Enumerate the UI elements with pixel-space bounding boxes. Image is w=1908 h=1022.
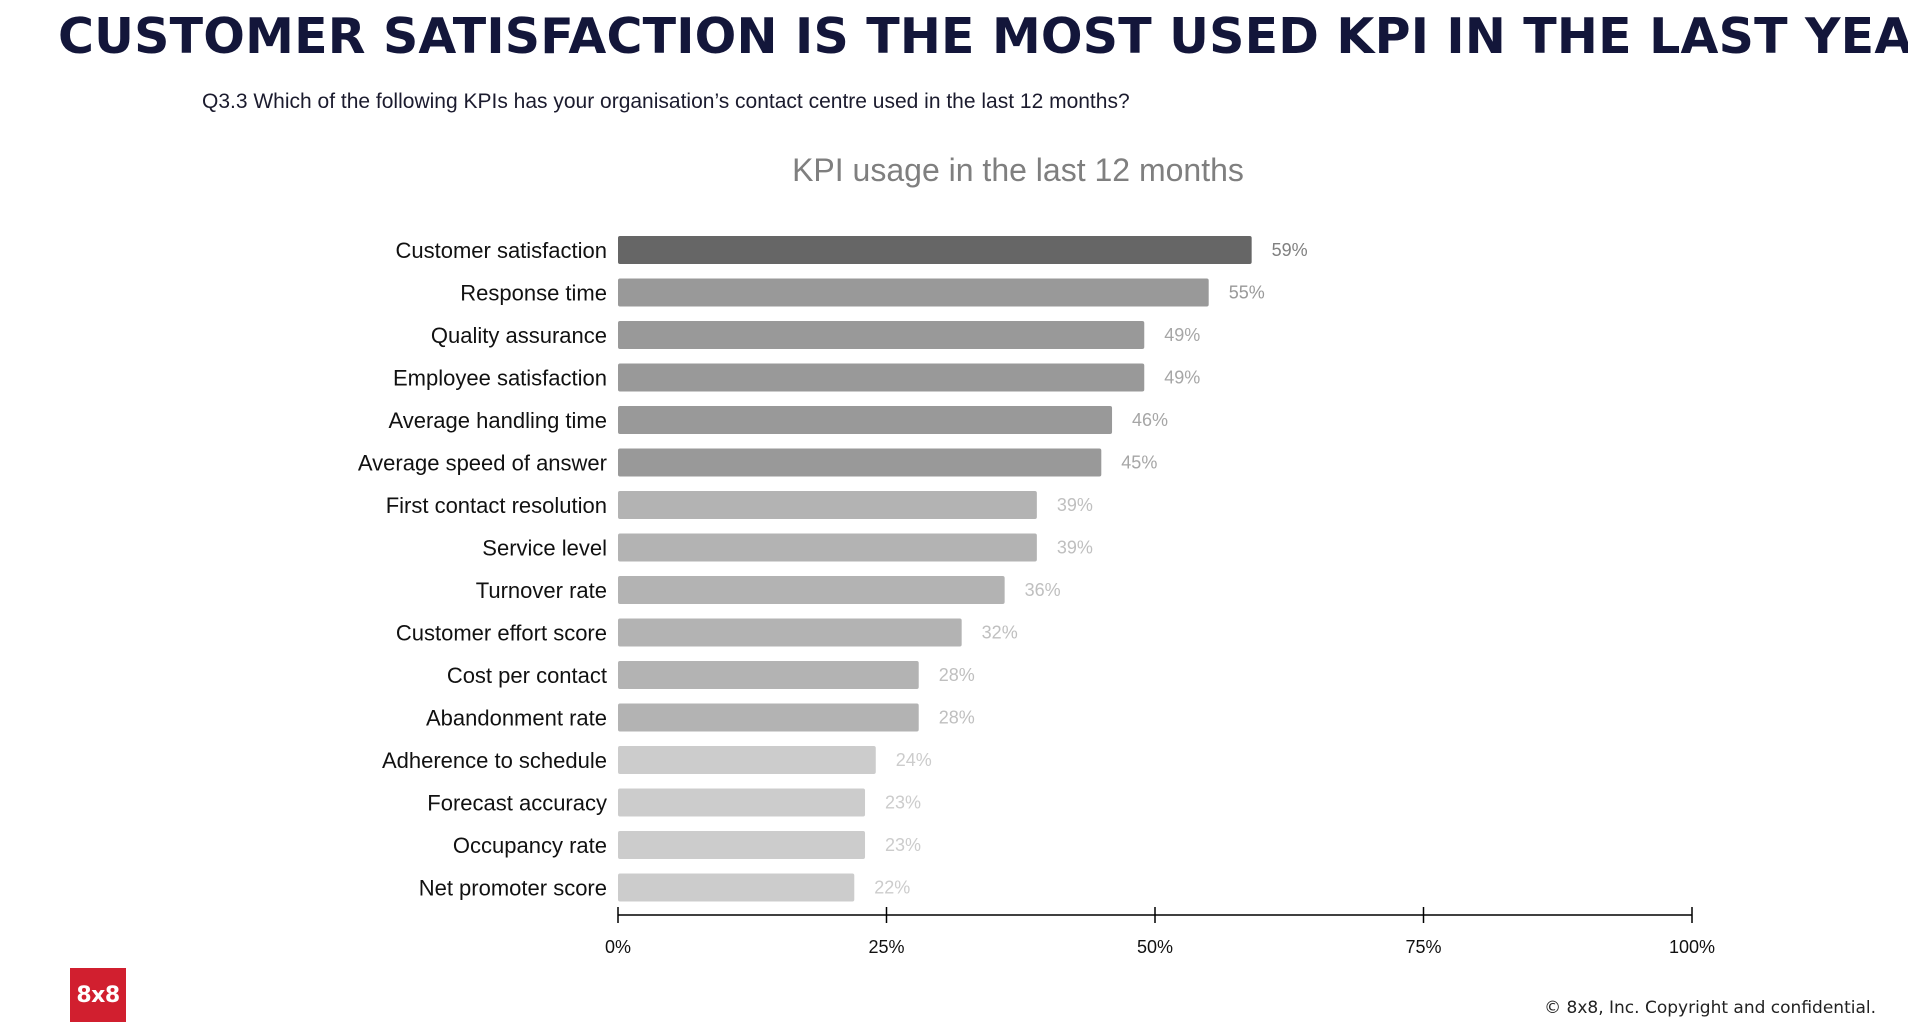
bar: [618, 703, 919, 732]
category-label: Employee satisfaction: [393, 366, 607, 391]
category-label: Quality assurance: [431, 323, 607, 348]
category-label: Average speed of answer: [358, 451, 607, 476]
bar: [618, 746, 876, 774]
category-label: Customer satisfaction: [395, 238, 607, 263]
value-label: 49%: [1164, 368, 1200, 388]
bar: [618, 873, 855, 902]
category-label: Occupancy rate: [453, 833, 607, 858]
category-label: Average handling time: [388, 408, 607, 433]
bar: [618, 576, 1005, 604]
page-title: CUSTOMER SATISFACTION IS THE MOST USED K…: [58, 8, 1908, 65]
value-label: 49%: [1164, 325, 1200, 345]
value-label: 39%: [1057, 538, 1093, 558]
x-tick-label: 100%: [1669, 937, 1715, 957]
bar: [618, 278, 1209, 307]
category-label: Abandonment rate: [426, 706, 607, 731]
category-label: Cost per contact: [447, 663, 607, 688]
bar: [618, 661, 919, 689]
bar: [618, 491, 1037, 519]
category-label: First contact resolution: [386, 493, 607, 518]
category-label: Turnover rate: [476, 578, 607, 603]
value-label: 59%: [1272, 240, 1308, 260]
category-label: Adherence to schedule: [382, 748, 607, 773]
chart-title: KPI usage in the last 12 months: [792, 152, 1244, 188]
value-label: 32%: [982, 623, 1018, 643]
brand-logo: 8x8: [70, 968, 126, 1022]
category-label: Net promoter score: [419, 876, 607, 901]
value-label: 28%: [939, 708, 975, 728]
bar: [618, 448, 1102, 477]
bars-group: Customer satisfaction 59% Response time 55%…: [358, 236, 1308, 902]
value-label: 24%: [896, 750, 932, 770]
copyright-notice: © 8x8, Inc. Copyright and confidential.: [1544, 998, 1876, 1018]
value-label: 39%: [1057, 495, 1093, 515]
x-tick-label: 75%: [1405, 937, 1441, 957]
value-label: 55%: [1229, 283, 1265, 303]
value-label: 36%: [1025, 580, 1061, 600]
bar: [618, 618, 962, 647]
bar: [618, 831, 866, 859]
value-label: 23%: [885, 835, 921, 855]
kpi-usage-bar-chart: KPI usage in the last 12 months Customer…: [358, 152, 1715, 957]
value-label: 22%: [874, 878, 910, 898]
x-axis: 0% 25% 50% 75% 100%: [605, 907, 1715, 957]
bar: [618, 236, 1252, 264]
x-tick-label: 25%: [868, 937, 904, 957]
bar: [618, 321, 1145, 349]
value-label: 45%: [1121, 453, 1157, 473]
value-label: 28%: [939, 665, 975, 685]
x-tick-label: 0%: [605, 937, 631, 957]
category-label: Service level: [482, 536, 607, 561]
category-label: Customer effort score: [396, 621, 607, 646]
category-label: Forecast accuracy: [427, 791, 607, 816]
x-tick-label: 50%: [1137, 937, 1173, 957]
value-label: 23%: [885, 793, 921, 813]
category-label: Response time: [460, 281, 607, 306]
survey-question: Q3.3 Which of the following KPIs has you…: [202, 90, 1130, 113]
value-label: 46%: [1132, 410, 1168, 430]
bar: [618, 788, 866, 817]
bar: [618, 363, 1145, 392]
bar: [618, 406, 1113, 434]
bar: [618, 533, 1037, 562]
